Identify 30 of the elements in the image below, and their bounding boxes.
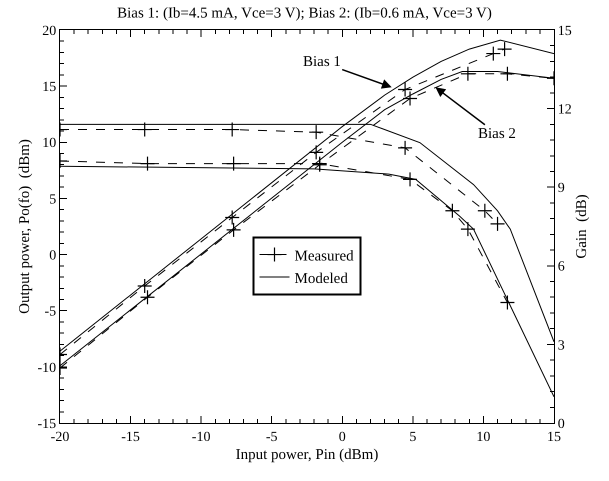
y2-tick-label: 9 [558, 181, 565, 196]
x-axis-title: Input power, Pin (dBm) [236, 446, 378, 463]
y-tick-label: 20 [42, 24, 56, 39]
annotation: Bias 2 [478, 126, 516, 142]
y-tick-label: 5 [49, 192, 56, 208]
y-axis-title: Output power, Po(fo) (dBm) [16, 139, 33, 314]
y2-tick-label: 6 [558, 260, 565, 275]
legend-label: Modeled [294, 270, 348, 287]
x-tick-label: -20 [50, 430, 70, 445]
x-tick-label: 15 [547, 430, 561, 445]
y-tick-label: 0 [49, 248, 56, 264]
y2-tick-label: 12 [558, 102, 572, 118]
legend-label: Measured [294, 248, 354, 264]
y-tick-label: -10 [38, 360, 56, 376]
y2-tick-label: 15 [558, 24, 572, 39]
y2-tick-label: 3 [558, 338, 565, 354]
y2-tick-label: 0 [558, 416, 565, 432]
x-tick-label: 0 [338, 430, 346, 445]
y-tick-label: -15 [38, 416, 56, 432]
y-tick-label: -5 [44, 304, 56, 320]
y-tick-label: 10 [42, 136, 56, 152]
x-tick-label: -5 [266, 430, 278, 445]
x-tick-label: 5 [409, 430, 416, 445]
y2-axis-title: Gain (dB) [574, 194, 590, 259]
x-tick-label: 10 [476, 430, 490, 445]
y-tick-label: 15 [42, 80, 56, 96]
x-tick-label: -10 [192, 430, 210, 445]
chart-title: Bias 1: (Ib=4.5 mA, Vce=3 V); Bias 2: (Ib=0.6 mA, Vce=3 V) [117, 6, 492, 22]
annotation: Bias 1 [303, 54, 341, 70]
x-tick-label: -15 [121, 430, 140, 445]
